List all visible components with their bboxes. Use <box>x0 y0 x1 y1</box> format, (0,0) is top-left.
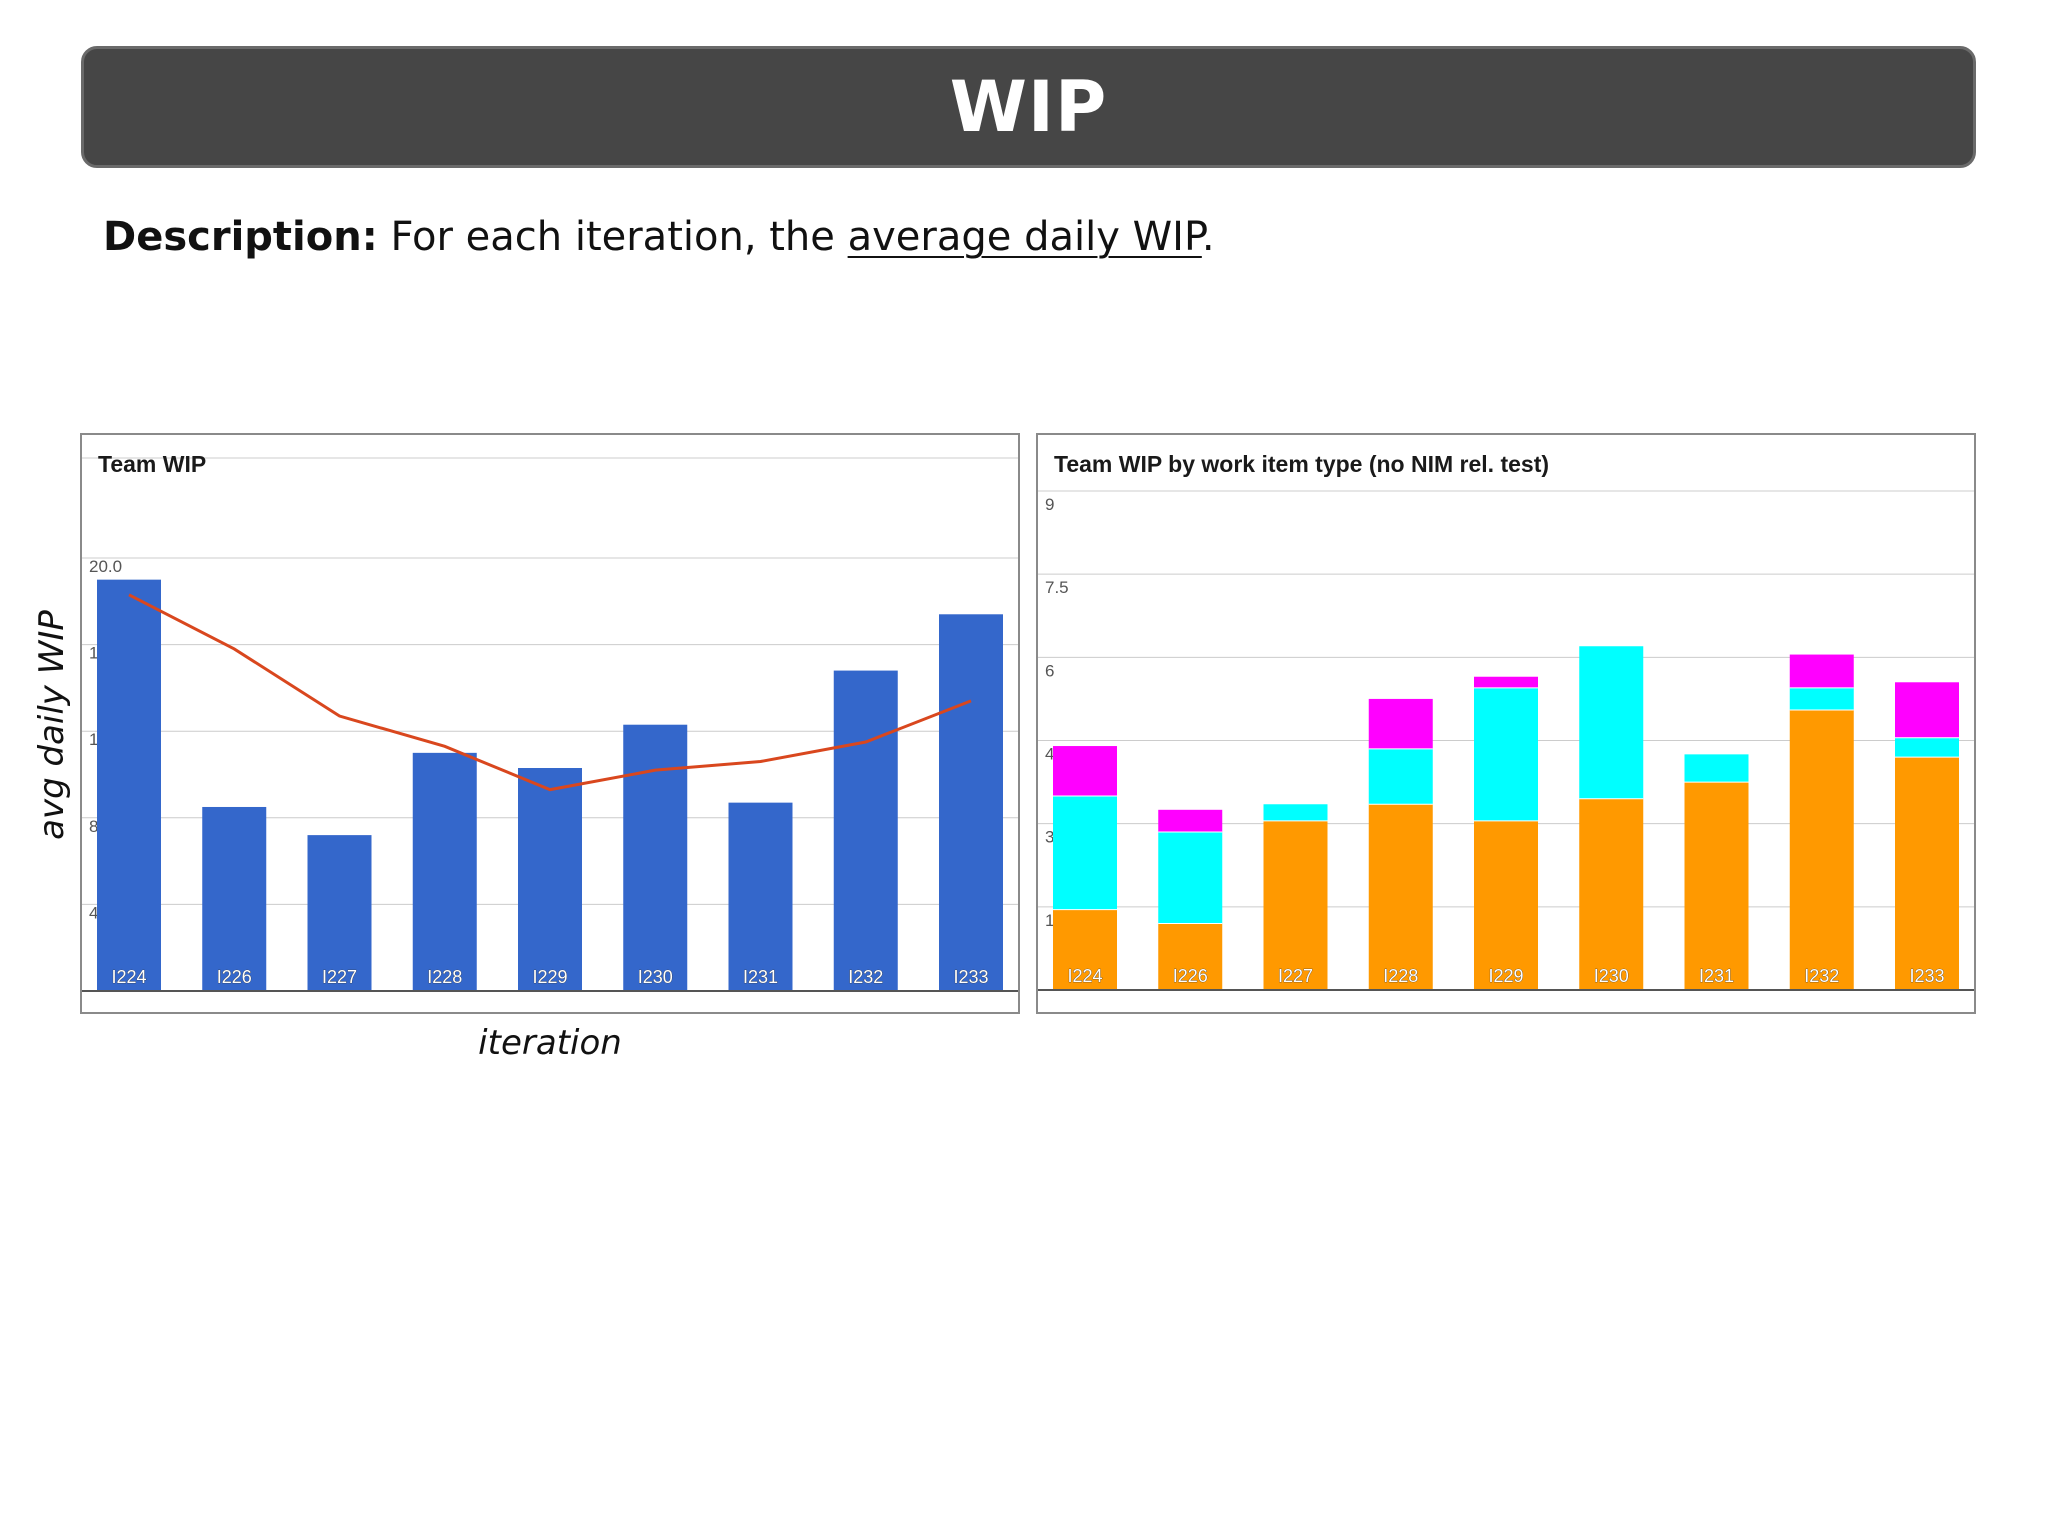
bar <box>623 724 688 991</box>
x-axis-label: iteration <box>478 1023 622 1063</box>
x-tick-label: I231 <box>1699 966 1734 986</box>
bar-segment <box>1368 804 1433 990</box>
bar-segment <box>1789 687 1854 711</box>
x-tick-label: I230 <box>1594 966 1629 986</box>
x-tick-label: I229 <box>532 967 567 987</box>
x-tick-label: I226 <box>217 967 252 987</box>
y-tick-label: 9 <box>1045 495 1054 514</box>
bar-segment <box>1474 687 1538 821</box>
x-tick-label: I228 <box>1383 966 1418 986</box>
bar-segment <box>1895 757 1959 990</box>
bar-segment <box>1158 809 1223 832</box>
trend-line <box>128 593 972 792</box>
bar-segment <box>1158 831 1223 924</box>
description-link: average daily WIP <box>847 214 1202 260</box>
bar-segment <box>1053 909 1117 990</box>
bar <box>412 752 477 991</box>
page-title: WIP <box>949 66 1108 148</box>
team-wip-by-type-chart-canvas: 1.534.567.59I224I226I227I228I229I230I231… <box>1038 490 1974 991</box>
y-axis-label: avg daily WIP <box>32 610 72 840</box>
y-tick-label: 3 <box>1045 828 1054 847</box>
description-end: . <box>1201 214 1215 260</box>
bar-segment <box>1895 682 1959 738</box>
x-tick-label: I232 <box>1804 966 1839 986</box>
y-tick-label: 7.5 <box>1045 578 1069 597</box>
bar <box>202 806 267 991</box>
bar-segment <box>1684 754 1749 783</box>
bar <box>518 768 582 991</box>
team-wip-by-type-chart: 1.534.567.59I224I226I227I228I229I230I231… <box>1036 433 1976 1014</box>
bar-segment <box>1368 698 1433 749</box>
x-tick-label: I230 <box>638 967 673 987</box>
description: Description: For each iteration, the ave… <box>103 214 1215 260</box>
bar-segment <box>1579 798 1644 990</box>
chart-title: Team WIP <box>98 451 207 477</box>
bar-segment <box>1474 676 1538 688</box>
team-wip-chart-canvas: 4.08.012.016.020.0I224I226I227I228I229I2… <box>82 457 1018 992</box>
bar-segment <box>1158 923 1223 990</box>
bar-segment <box>1263 820 1328 990</box>
x-tick-label: I227 <box>322 967 357 987</box>
x-tick-label: I224 <box>1067 966 1102 986</box>
bar-segment <box>1053 795 1117 910</box>
x-tick-label: I231 <box>743 967 778 987</box>
x-tick-label: I227 <box>1278 966 1313 986</box>
x-tick-label: I226 <box>1173 966 1208 986</box>
x-tick-label: I233 <box>1909 966 1944 986</box>
bar-segment <box>1895 737 1959 758</box>
x-tick-label: I228 <box>427 967 462 987</box>
bar <box>728 802 793 991</box>
bar-segment <box>1684 782 1749 990</box>
chart-title: Team WIP by work item type (no NIM rel. … <box>1054 451 1550 477</box>
x-tick-label: I233 <box>953 967 988 987</box>
description-text: For each iteration, the <box>390 214 835 260</box>
bar-segment <box>1474 820 1538 990</box>
bar-segment <box>1368 748 1433 805</box>
bar-segment <box>1263 804 1328 821</box>
y-tick-label: 6 <box>1045 661 1054 680</box>
bar <box>833 670 898 991</box>
title-banner: WIP <box>81 46 1976 168</box>
bar <box>307 835 372 991</box>
x-tick-label: I224 <box>111 967 146 987</box>
team-wip-chart: 4.08.012.016.020.0I224I226I227I228I229I2… <box>80 433 1020 1014</box>
bar-segment <box>1789 710 1854 990</box>
description-lead: Description: <box>103 214 378 260</box>
bar-segment <box>1789 654 1854 688</box>
y-tick-label: 20.0 <box>89 557 122 576</box>
bar <box>97 579 161 991</box>
bar <box>939 614 1003 991</box>
x-tick-label: I232 <box>848 967 883 987</box>
bar-segment <box>1579 646 1644 799</box>
x-tick-label: I229 <box>1488 966 1523 986</box>
bar-segment <box>1053 746 1117 796</box>
